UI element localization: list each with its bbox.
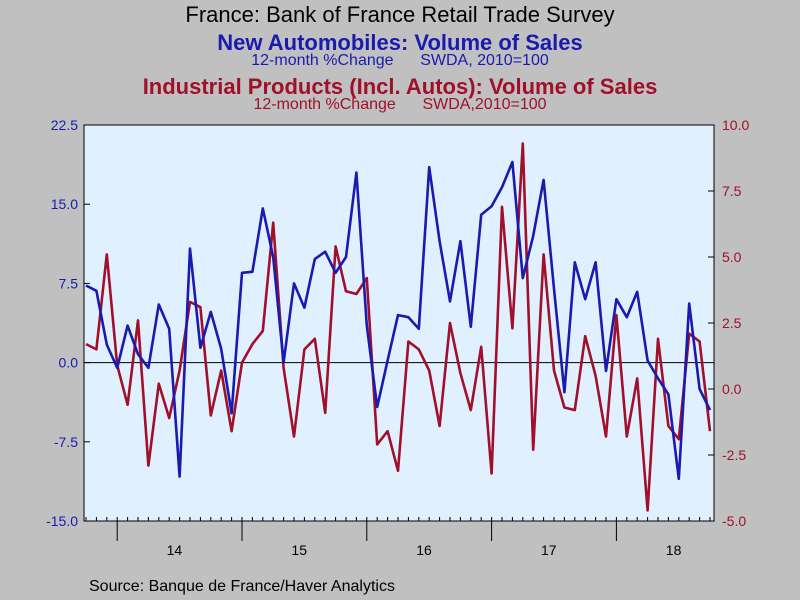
right-tick-label: 7.5 — [722, 183, 742, 199]
series2-title: Industrial Products (Incl. Autos): Volum… — [142, 74, 658, 99]
left-tick-label: 0.0 — [59, 355, 79, 371]
right-tick-label: 0.0 — [722, 381, 742, 397]
year-tick-label: 18 — [666, 542, 682, 558]
right-tick-label: -5.0 — [722, 513, 746, 529]
year-tick-label: 17 — [541, 542, 557, 558]
right-tick-label: -2.5 — [722, 447, 746, 463]
year-tick-label: 16 — [416, 542, 432, 558]
source-note: Source: Banque de France/Haver Analytics — [89, 578, 395, 595]
chart-title: France: Bank of France Retail Trade Surv… — [185, 2, 615, 27]
series-line-industrial-products — [85, 142, 712, 512]
right-tick-label: 2.5 — [722, 315, 742, 331]
year-tick-label: 15 — [291, 542, 307, 558]
series-line-new-automobiles — [85, 160, 712, 481]
series1-title: New Automobiles: Volume of Sales — [217, 30, 583, 55]
series2-note: 12-month %Change SWDA,2010=100 — [253, 96, 547, 113]
right-tick-label: 5.0 — [722, 249, 742, 265]
left-tick-label: 15.0 — [51, 196, 78, 212]
left-tick-label: 7.5 — [59, 275, 79, 291]
year-tick-label: 14 — [167, 542, 183, 558]
left-tick-label: 22.5 — [51, 117, 78, 133]
left-tick-label: -7.5 — [54, 434, 78, 450]
series1-note: 12-month %Change SWDA, 2010=100 — [251, 52, 549, 69]
right-tick-label: 10.0 — [722, 117, 749, 133]
left-tick-label: -15.0 — [46, 513, 78, 529]
